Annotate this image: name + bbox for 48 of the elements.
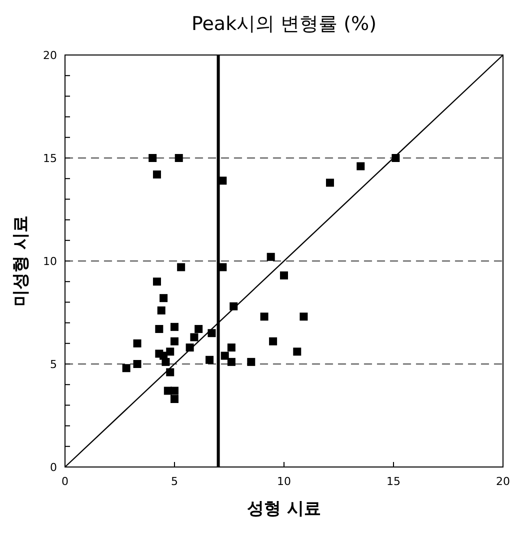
point	[208, 329, 216, 338]
point	[227, 344, 236, 352]
point	[356, 162, 365, 170]
point	[133, 339, 142, 348]
y-tick-label: 5	[50, 358, 57, 371]
point	[155, 324, 164, 333]
point	[190, 333, 198, 342]
point	[326, 178, 334, 187]
point	[148, 154, 157, 162]
point	[194, 324, 203, 333]
point	[177, 263, 186, 272]
point	[152, 278, 161, 286]
point	[170, 386, 178, 395]
chart-title: Peak시의 변형률 (%)	[191, 13, 377, 35]
x-tick-label: 10	[277, 475, 291, 488]
point	[122, 364, 130, 372]
point	[266, 252, 275, 261]
y-tick-label: 20	[43, 48, 57, 62]
point	[260, 312, 268, 321]
point	[206, 356, 214, 364]
point	[280, 271, 288, 280]
point	[269, 337, 278, 346]
point	[174, 154, 183, 162]
point	[160, 294, 168, 302]
point	[170, 337, 178, 346]
point	[293, 348, 302, 356]
point	[170, 322, 178, 331]
point	[166, 348, 174, 356]
y-axis-title: 미성형 시료	[11, 216, 31, 306]
point	[218, 176, 227, 185]
x-tick-label: 0	[62, 475, 68, 488]
point	[152, 170, 161, 178]
x-tick-label: 20	[496, 475, 510, 488]
point	[227, 358, 236, 366]
y-tick-label: 15	[43, 152, 57, 165]
x-tick-label: 15	[386, 475, 400, 488]
point	[157, 306, 166, 314]
point	[247, 358, 256, 366]
point	[220, 352, 229, 360]
point	[170, 395, 178, 404]
point	[218, 263, 227, 272]
point	[300, 312, 308, 321]
y-tick-label: 10	[43, 254, 57, 268]
point	[133, 360, 142, 368]
point	[162, 358, 170, 366]
x-tick-label: 5	[171, 475, 178, 488]
y-tick-label: 0	[50, 460, 57, 474]
x-axis-title: 성형 시료	[247, 499, 321, 519]
